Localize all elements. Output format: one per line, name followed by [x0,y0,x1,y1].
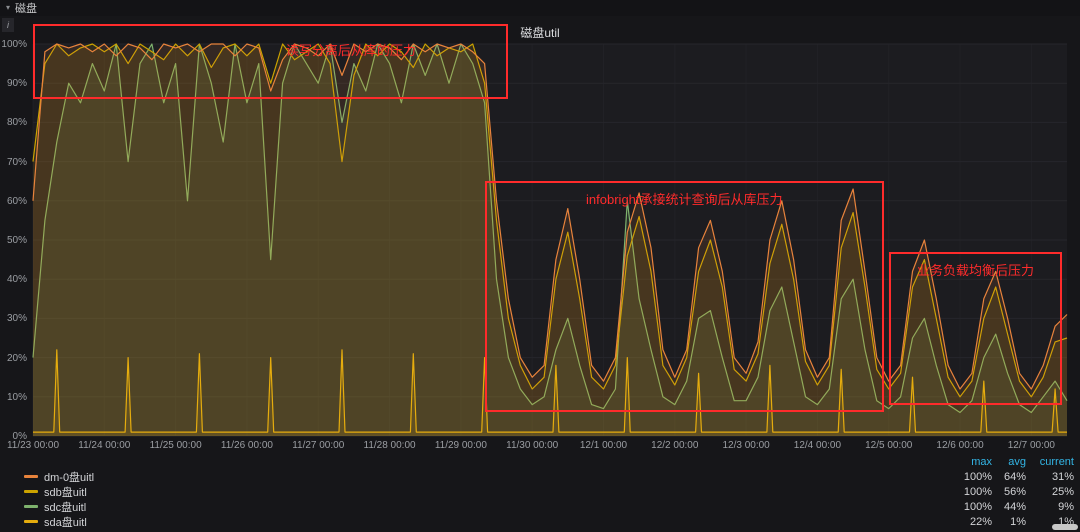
legend-row: sda盘uitl 22% 1% 1% [24,514,1074,529]
legend-header-row: max avg current [24,454,1074,469]
x-axis-label: 11/23 00:00 [6,440,60,451]
x-axis-label: 12/7 00:00 [1007,440,1055,451]
chart-svg [32,43,1068,437]
scrollbar-thumb[interactable] [1052,524,1078,530]
legend-series-name[interactable]: sdb盘uitl [44,486,87,499]
y-axis-label: 80% [6,117,27,129]
panel-info-icon[interactable]: i [2,18,14,32]
legend-current-value: 25% [1051,485,1074,498]
legend-series-name[interactable]: sda盘uitl [44,516,87,529]
y-axis-label: 0% [12,431,27,442]
panel-disk-util: i 磁盘util 0% 10% 20% 30% 40% 50% 60% 70% 80% 90% 10… [0,16,1080,532]
x-axis-label: 12/6 00:00 [936,440,984,451]
series-color-icon[interactable] [24,520,38,523]
y-axis-label: 40% [6,274,27,286]
legend-header-max[interactable]: max [971,455,992,468]
legend-avg-value: 64% [1003,470,1026,483]
x-axis-label: 12/4 00:00 [793,440,842,451]
y-axis: 0% 10% 20% 30% 40% 50% 60% 70% 80% 90% 100% [0,39,29,442]
legend-max-value: 100% [963,470,992,483]
legend: max avg current dm-0盘uitl 100% 64% 31% sdb盘uitl… [24,454,1074,529]
legend-max-value: 100% [963,485,992,498]
x-axis-label: 11/25 00:00 [149,440,202,451]
y-axis-label: 100% [1,39,27,50]
x-axis-label: 12/5 00:00 [865,440,913,451]
legend-series-name[interactable]: sdc盘uitl [44,501,87,514]
x-axis-label: 11/28 00:00 [363,440,416,451]
y-axis-label: 60% [6,195,27,207]
x-axis: 11/23 00:00 11/24 00:00 11/25 00:00 11/26 0… [7,440,1067,452]
x-axis-label: 11/27 00:00 [292,440,345,451]
legend-current-value: 9% [1058,500,1074,513]
row-collapse-chevron-icon[interactable]: ▾ [6,3,11,12]
x-axis-label: 12/1 00:00 [579,440,628,451]
legend-row: sdb盘uitl 100% 56% 25% [24,484,1074,499]
legend-avg-value: 56% [1003,485,1026,498]
legend-row: sdc盘uitl 100% 44% 9% [24,499,1074,514]
legend-current-value: 31% [1051,470,1074,483]
y-axis-label: 10% [6,391,27,403]
legend-header-avg[interactable]: avg [1008,455,1026,468]
x-axis-label: 12/3 00:00 [722,440,770,451]
x-axis-label: 11/30 00:00 [506,440,559,451]
legend-max-value: 22% [969,515,992,528]
y-axis-label: 70% [6,156,27,168]
series-color-icon[interactable] [24,490,38,493]
legend-series-name[interactable]: dm-0盘uitl [44,471,95,484]
x-axis-label: 12/2 00:00 [651,440,699,451]
legend-header-current[interactable]: current [1039,455,1074,468]
panel-title[interactable]: 磁盘util [520,26,560,40]
y-axis-label: 50% [6,235,27,246]
legend-avg-value: 1% [1010,515,1026,528]
series-color-icon[interactable] [24,475,38,478]
legend-header-spacer [24,460,38,463]
series-color-icon[interactable] [24,505,38,508]
legend-avg-value: 44% [1003,500,1026,513]
x-axis-label: 11/26 00:00 [220,440,273,451]
chart-plot-area[interactable]: 读写分离后从库的压力 infobright承接统计查询后从库压力 业务负载均衡后压力 [32,24,1068,437]
y-axis-label: 90% [6,78,27,90]
legend-row: dm-0盘uitl 100% 64% 31% [24,469,1074,484]
x-axis-label: 11/24 00:00 [78,440,131,451]
y-axis-label: 20% [6,352,27,364]
legend-max-value: 100% [963,500,992,513]
row-title[interactable]: 磁盘 [15,3,38,15]
row-header[interactable]: ▾ 磁盘 [0,0,1080,16]
y-axis-label: 30% [6,313,27,325]
x-axis-label: 11/29 00:00 [434,440,487,451]
